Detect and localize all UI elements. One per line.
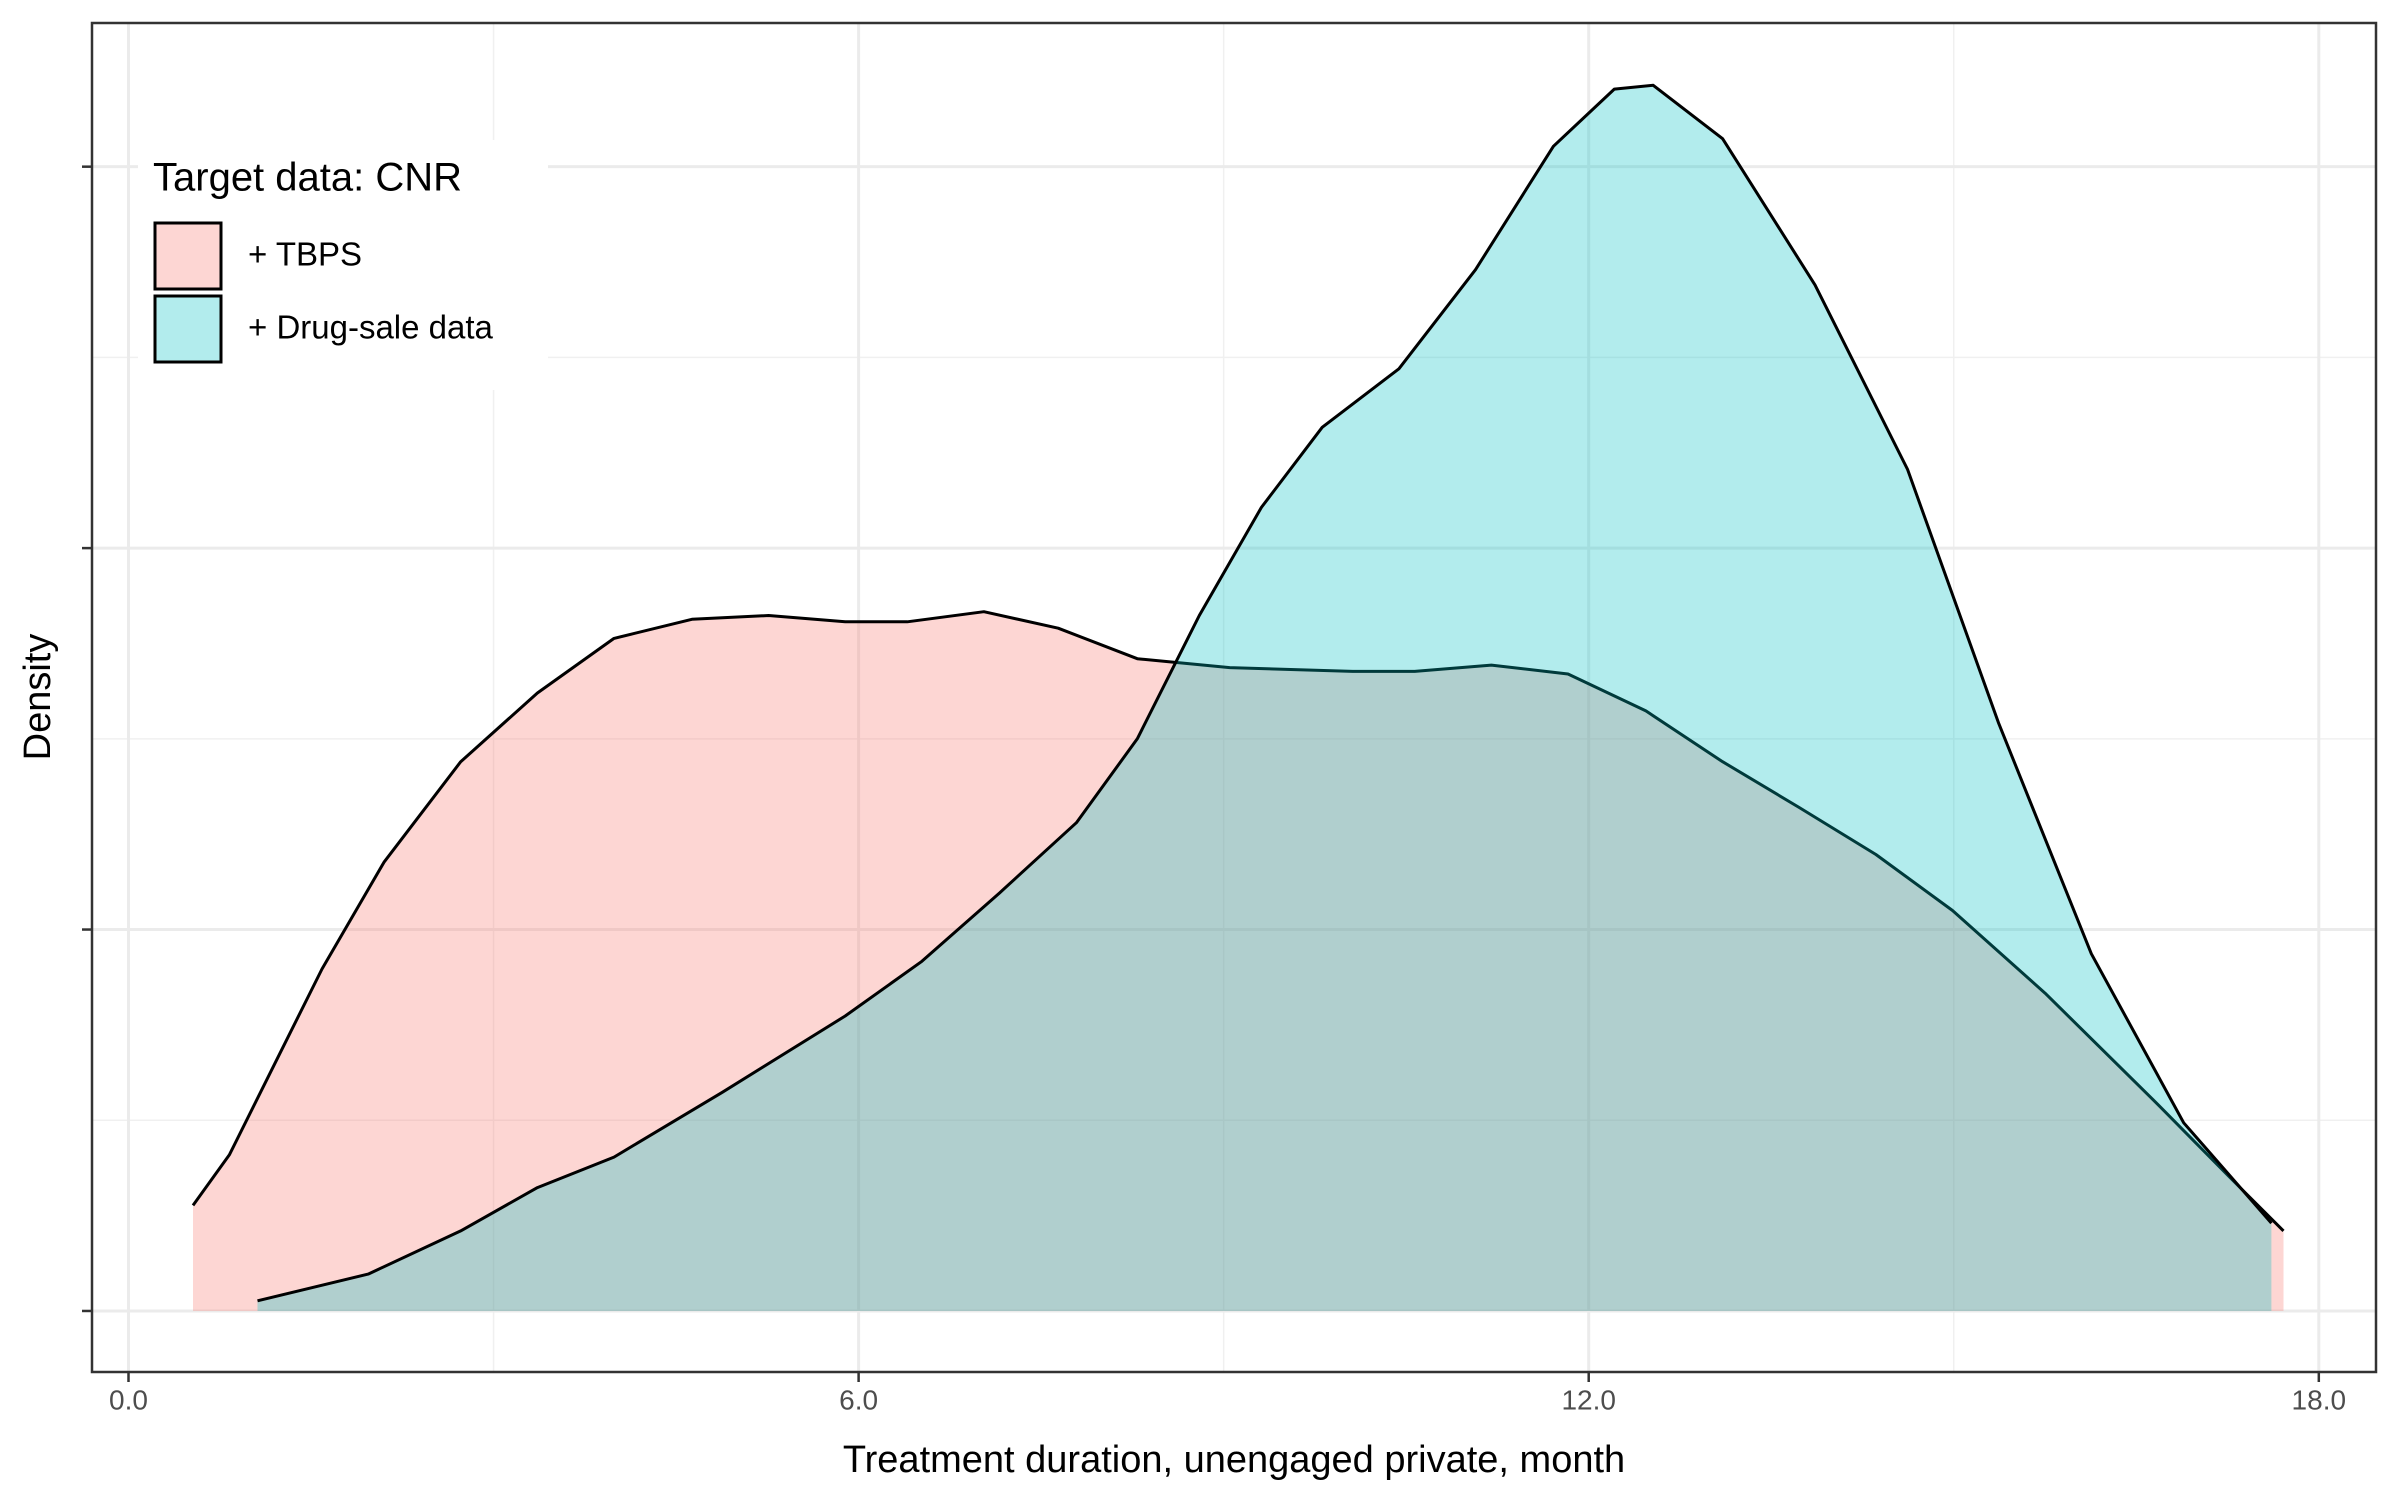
legend-background (138, 140, 548, 390)
axes: 0.0 6.0 12.0 18.0 (82, 21, 2378, 1415)
x-tick-label: 6.0 (839, 1384, 878, 1415)
legend-key (153, 294, 223, 364)
x-tick-label: 0.0 (109, 1384, 148, 1415)
legend-label: + TBPS (248, 236, 362, 273)
x-axis-title: Treatment duration, unengaged private, m… (843, 1439, 1625, 1481)
legend-label: + Drug-sale data (248, 309, 494, 346)
x-tick-label: 12.0 (1561, 1384, 1616, 1415)
panel-border (90, 21, 2378, 1374)
legend: Target data: CNR + TBPS + Drug-sale data (138, 140, 548, 390)
legend-key (153, 221, 223, 291)
density-area (257, 85, 2272, 1311)
grid (92, 23, 2376, 1372)
x-tick-label: 18.0 (2292, 1384, 2347, 1415)
density-area (193, 611, 2284, 1311)
density-line (257, 83, 2273, 1303)
legend-title: Target data: CNR (153, 156, 462, 200)
density-line (191, 610, 2285, 1232)
marks (191, 83, 2285, 1311)
y-axis-title: Density (17, 634, 59, 761)
